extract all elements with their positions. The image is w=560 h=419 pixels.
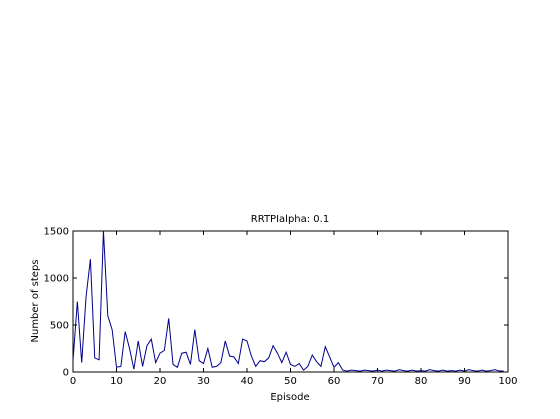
chart-title: RRTPIalpha: 0.1 — [251, 214, 329, 225]
series-line — [72, 230, 504, 372]
x-tick-label: 0 — [70, 376, 76, 387]
x-tick-label: 20 — [154, 376, 167, 387]
y-tick-label: 0 — [63, 368, 69, 379]
x-tick-label: 10 — [110, 376, 123, 387]
y-tick-label: 500 — [50, 321, 69, 332]
x-tick-label: 90 — [458, 376, 471, 387]
x-tick-label: 70 — [371, 376, 384, 387]
y-axis-label: Number of steps — [30, 259, 41, 342]
y-tick-label: 1000 — [44, 274, 69, 285]
x-tick-label: 50 — [284, 376, 297, 387]
y-axis: 0 500 1000 1500 — [44, 227, 508, 379]
x-axis-label: Episode — [270, 392, 309, 403]
plot-area — [72, 230, 509, 373]
y-tick-label: 1500 — [44, 227, 69, 238]
x-tick-label: 30 — [197, 376, 210, 387]
x-tick-label: 100 — [498, 376, 517, 387]
x-tick-label: 80 — [415, 376, 428, 387]
plot-frame — [72, 230, 509, 373]
x-tick-label: 60 — [328, 376, 341, 387]
x-tick-label: 40 — [241, 376, 254, 387]
x-axis: 0 10 20 30 40 50 60 70 80 90 100 — [70, 231, 518, 387]
